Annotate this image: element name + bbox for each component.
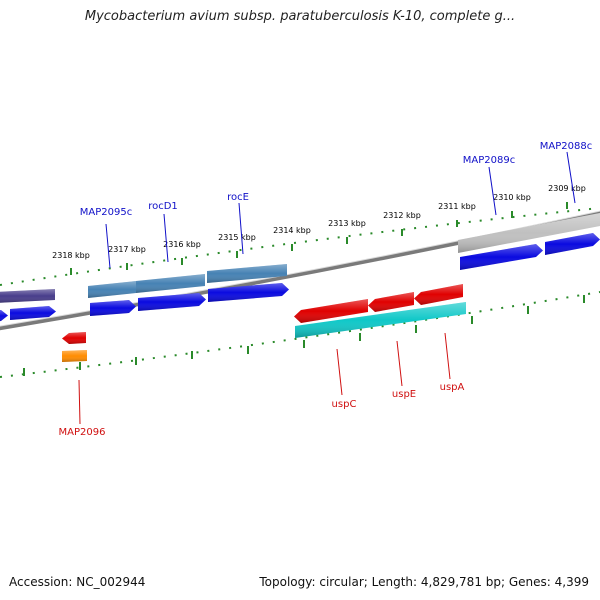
- gene-leader-line: [336, 348, 343, 396]
- feature-cyan-shade: [295, 302, 466, 338]
- feature-slate-shade: [0, 289, 55, 303]
- cds-arrow-shade: [0, 310, 8, 322]
- cds-arrow-red-shade: [294, 299, 368, 323]
- gene-label-bottom[interactable]: uspA: [440, 382, 465, 393]
- cds-arrow-red-shade: [62, 332, 86, 344]
- scale-tick-label: 2312 kbp: [383, 211, 421, 220]
- gene-leader-line: [105, 223, 111, 269]
- gene-leader-line: [78, 379, 81, 425]
- gene-label-top[interactable]: rocD1: [148, 201, 178, 212]
- feature-steelblue-shade: [207, 264, 287, 283]
- scale-tick-label: 2314 kbp: [273, 226, 311, 235]
- cds-arrow-red-shade: [368, 292, 414, 312]
- gene-leader-line: [444, 332, 451, 380]
- gene-label-bottom[interactable]: MAP2096: [59, 427, 106, 438]
- cds-arrow-shade: [208, 283, 289, 302]
- feature-steelblue-shade: [88, 281, 136, 298]
- gene-label-top[interactable]: MAP2089c: [463, 155, 515, 166]
- gene-label-top[interactable]: rocE: [227, 192, 249, 203]
- scale-ticks: 2318 kbp 2317 kbp 2316 kbp 2315 kbp 2314 kbp…: [23, 184, 586, 376]
- gene-leader-line: [566, 151, 576, 204]
- cds-arrow-shade: [90, 300, 136, 316]
- gene-label-bottom[interactable]: uspE: [392, 389, 416, 400]
- scale-tick-label: 2310 kbp: [493, 193, 531, 202]
- scale-tick-label: 2311 kbp: [438, 202, 476, 211]
- scale-tick-label: 2315 kbp: [218, 233, 256, 242]
- gene-leader-line: [488, 166, 497, 216]
- feature-gray-shade: [458, 213, 600, 253]
- cds-arrow-red-shade: [414, 284, 463, 305]
- cds-arrow-shade: [545, 233, 600, 255]
- scale-tick-label: 2309 kbp: [548, 184, 586, 193]
- genome-summary-text: Topology: circular; Length: 4,829,781 bp…: [259, 575, 589, 589]
- gene-leader-line: [163, 213, 169, 263]
- map-title: Mycobacterium avium subsp. paratuberculo…: [84, 9, 516, 24]
- gene-label-top[interactable]: MAP2088c: [540, 141, 592, 152]
- cds-arrow-shade: [460, 244, 543, 270]
- scale-tick-label: 2318 kbp: [52, 251, 90, 260]
- cds-arrow-shade: [10, 306, 56, 320]
- genome-backbone-highlight: [0, 210, 600, 327]
- gene-label-top[interactable]: MAP2095c: [80, 207, 132, 218]
- cds-arrow-shade: [138, 293, 206, 311]
- gene-labels: MAP2095c rocD1 rocE MAP2089c MAP2088c MAP2096…: [59, 141, 593, 438]
- accession-text: Accession: NC_002944: [9, 575, 146, 589]
- cds-features: [0, 213, 600, 362]
- scale-tick-label: 2316 kbp: [163, 240, 201, 249]
- scale-tick-label: 2313 kbp: [328, 219, 366, 228]
- scale-tick-label: 2317 kbp: [108, 245, 146, 254]
- gene-leader-line: [396, 340, 403, 387]
- gene-leader-line: [238, 202, 244, 255]
- feature-orange-shade: [62, 350, 87, 362]
- feature-steelblue-shade: [136, 274, 205, 293]
- gene-label-bottom[interactable]: uspC: [332, 399, 357, 410]
